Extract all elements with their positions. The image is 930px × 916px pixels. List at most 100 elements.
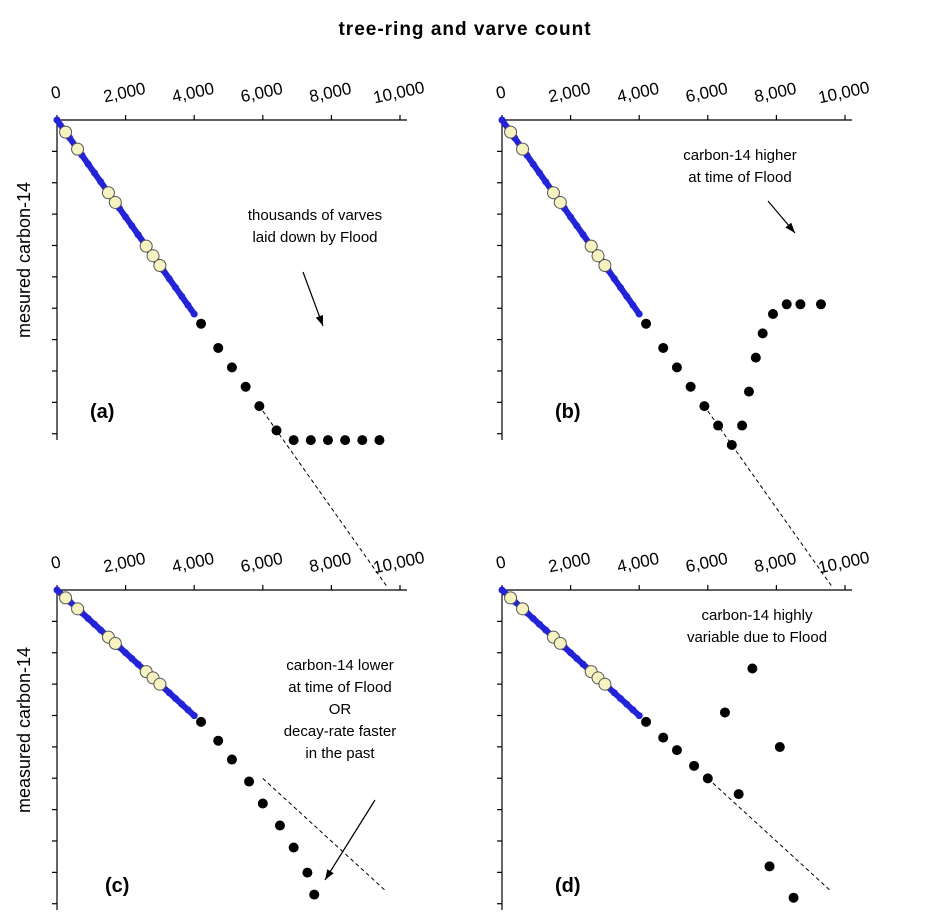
x-tick-label: 0 — [49, 552, 62, 573]
varve-point — [553, 636, 567, 650]
flood-point — [671, 745, 682, 756]
annotation-text: at time of Flood — [688, 169, 791, 186]
flood-point — [641, 318, 652, 329]
tree-ring-point — [165, 275, 173, 283]
annotation-arrowhead — [315, 315, 323, 326]
tree-ring-point — [165, 689, 173, 697]
flood-point — [788, 892, 799, 903]
flood-point — [641, 716, 652, 727]
x-tick-label: 0 — [494, 552, 507, 573]
x-tick-label: 8,000 — [307, 549, 353, 576]
tree-ring-point — [573, 655, 581, 663]
annotation-text: carbon-14 higher — [683, 147, 796, 164]
x-tick-label: 0 — [49, 82, 62, 103]
tree-ring-point — [579, 231, 587, 239]
tree-ring-point — [635, 310, 643, 318]
flood-point — [240, 381, 251, 392]
tree-ring-point — [190, 712, 198, 720]
tree-ring-point — [623, 700, 631, 708]
flood-point — [737, 420, 748, 431]
flood-point — [226, 362, 237, 373]
x-tick-label: 10,000 — [371, 78, 426, 107]
chart-panel: 0 2,000 4,000 6,000 8,000 10,000 (d) carbon-14 … — [494, 548, 871, 910]
x-tick-label: 6,000 — [239, 549, 285, 576]
extrapolation-line — [262, 410, 387, 586]
varve-point — [71, 142, 85, 156]
tree-ring-point — [171, 284, 179, 292]
tree-ring-point — [535, 169, 543, 177]
tree-ring-point — [171, 694, 179, 702]
tree-ring-point — [616, 694, 624, 702]
tree-ring-point — [134, 660, 142, 668]
y-axis-label: measured carbon-14 — [14, 647, 34, 813]
panel-label: (a) — [90, 401, 114, 423]
tree-ring-point — [97, 178, 105, 186]
tree-ring-point — [97, 626, 105, 634]
extrapolation-line — [707, 778, 832, 892]
flood-point — [288, 842, 299, 853]
annotation-text: decay-rate faster — [284, 723, 397, 740]
annotation-text: OR — [329, 701, 352, 718]
annotation-arrowhead — [325, 869, 334, 880]
tree-ring-point — [529, 160, 537, 168]
flood-point — [244, 776, 255, 787]
flood-point — [747, 663, 758, 674]
flood-point — [743, 386, 754, 397]
tree-ring-point — [178, 700, 186, 708]
x-tick-label: 2,000 — [102, 79, 148, 106]
flood-point — [764, 861, 775, 872]
panel-label: (c) — [105, 875, 129, 897]
flood-point — [671, 362, 682, 373]
tree-ring-point — [542, 626, 550, 634]
flood-point — [781, 299, 792, 310]
varve-point — [71, 602, 85, 616]
tree-ring-point — [629, 301, 637, 309]
flood-point — [213, 735, 224, 746]
flood-point — [340, 435, 351, 446]
varve-point — [108, 636, 122, 650]
flood-point — [302, 867, 313, 878]
tree-ring-point — [128, 655, 136, 663]
flood-point — [685, 381, 696, 392]
flood-point — [757, 328, 768, 339]
extrapolation-line — [707, 410, 832, 586]
annotation-text: thousands of varves — [248, 207, 382, 224]
chart-panel: 0 2,000 4,000 6,000 8,000 10,000 measured carb… — [14, 548, 426, 910]
annotation-text: carbon-14 lower — [286, 657, 394, 674]
x-tick-label: 8,000 — [752, 79, 798, 106]
varve-point — [153, 259, 167, 272]
x-tick-label: 6,000 — [684, 79, 730, 106]
extrapolation-line — [262, 778, 387, 892]
flood-point — [726, 439, 737, 450]
tree-ring-point — [122, 649, 130, 657]
x-tick-label: 2,000 — [102, 549, 148, 576]
varve-point — [108, 195, 122, 209]
flood-point — [767, 309, 778, 319]
varve-point — [59, 591, 73, 605]
annotation-arrow — [324, 799, 376, 881]
flood-point — [733, 789, 744, 800]
chart-panels: 0 2,000 4,000 6,000 8,000 10,000 mesured carbo… — [14, 78, 871, 910]
x-tick-label: 6,000 — [239, 79, 285, 106]
flood-point — [795, 299, 806, 310]
varve-point — [153, 677, 167, 691]
flood-point — [288, 435, 299, 446]
varve-point — [101, 186, 115, 200]
varve-point — [504, 591, 518, 605]
tree-ring-point — [573, 222, 581, 230]
tree-ring-point — [84, 615, 92, 623]
tree-ring-point — [128, 222, 136, 230]
tree-ring-point — [134, 231, 142, 239]
flood-point — [257, 798, 268, 809]
tree-ring-point — [498, 586, 506, 594]
tree-ring-point — [53, 586, 61, 594]
tree-ring-point — [635, 712, 643, 720]
flood-point — [750, 352, 761, 363]
x-tick-label: 4,000 — [170, 79, 216, 106]
flood-point — [689, 760, 700, 771]
x-tick-label: 4,000 — [615, 549, 661, 576]
varve-point — [139, 239, 153, 253]
x-tick-label: 6,000 — [684, 549, 730, 576]
tree-ring-point — [610, 689, 618, 697]
annotation-text: variable due to Flood — [687, 629, 827, 646]
